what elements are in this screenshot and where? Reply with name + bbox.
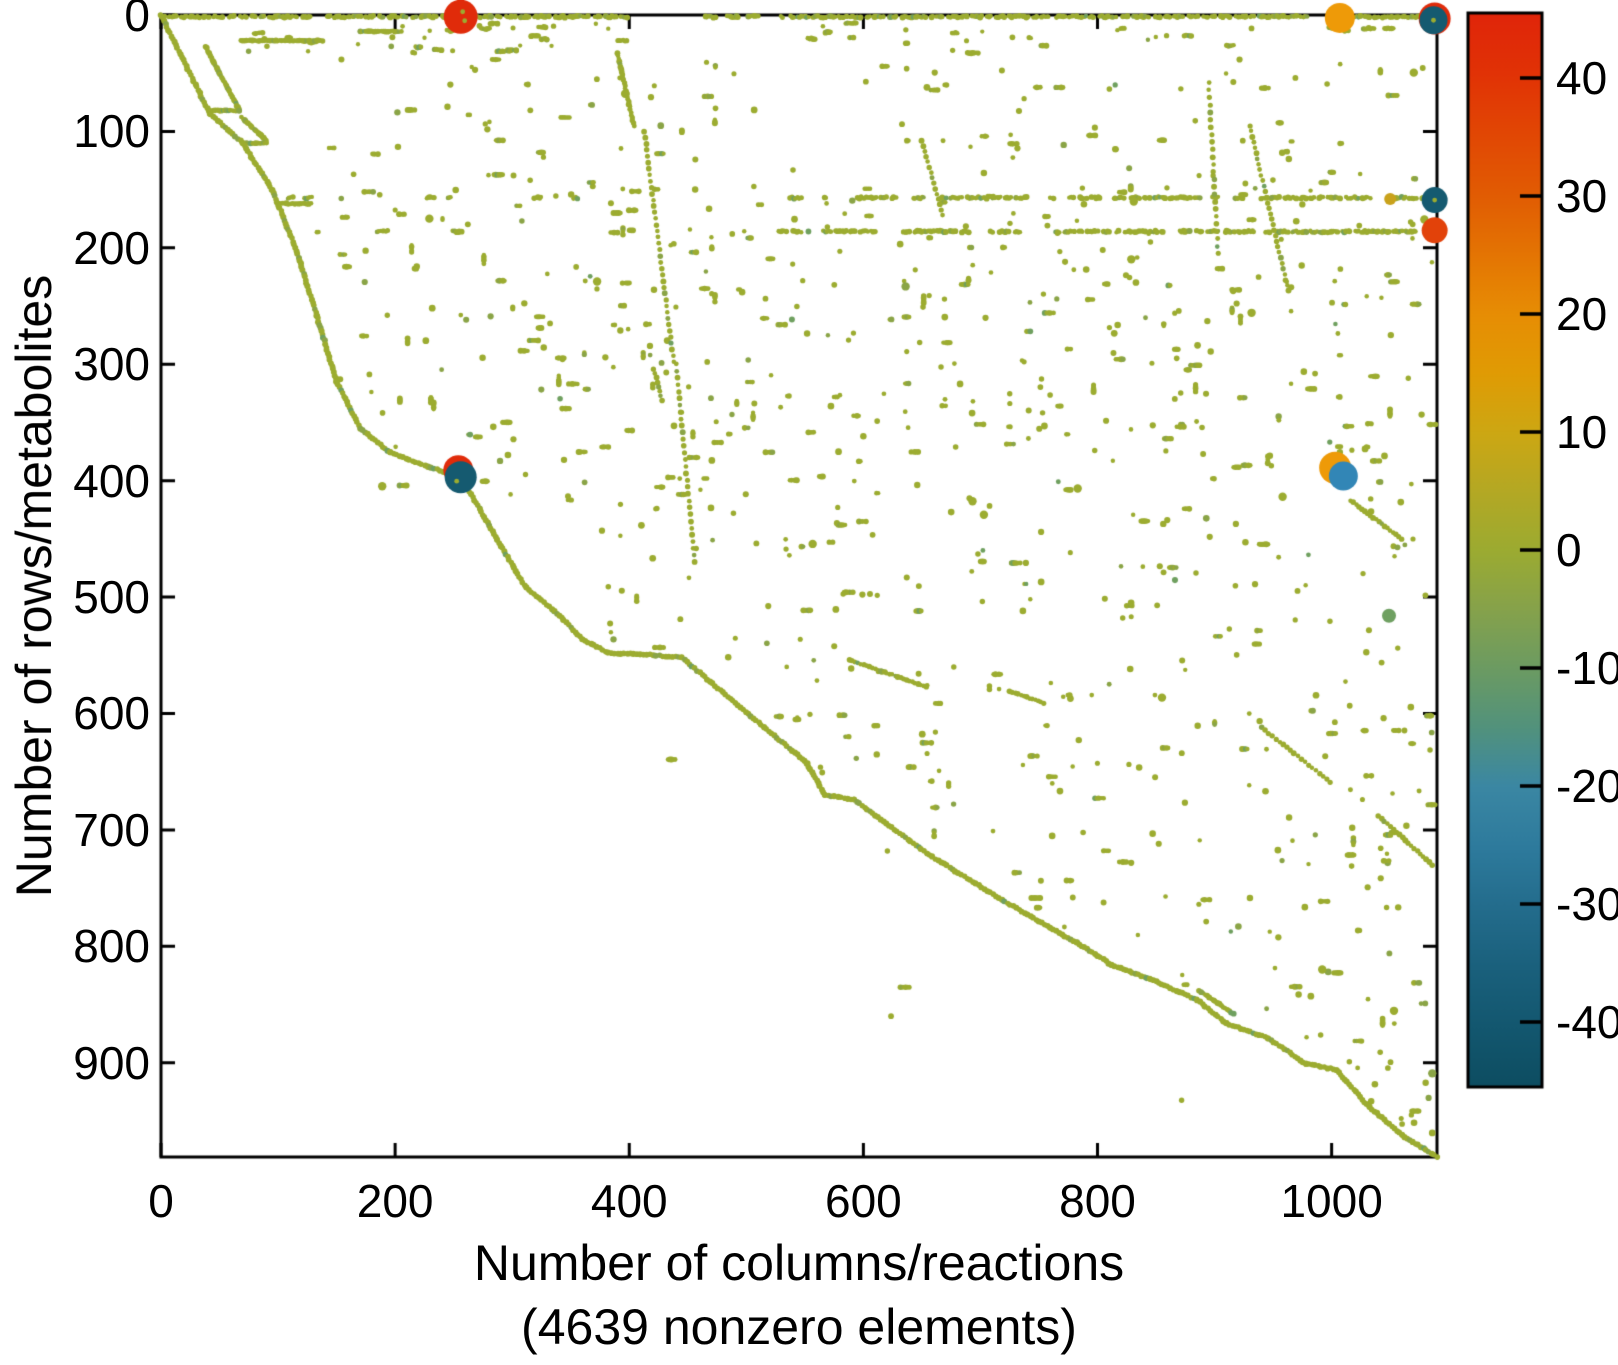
x-axis-note: (4639 nonzero elements) (521, 1299, 1077, 1355)
colorbar-tick-label: 40 (1556, 51, 1608, 104)
colorbar-tick-label: -40 (1556, 996, 1618, 1049)
y-tick-label: 200 (73, 221, 150, 274)
x-tick-label: 400 (590, 1175, 668, 1227)
y-tick-label: 0 (124, 0, 150, 41)
colorbar-tick-label: -10 (1556, 642, 1618, 695)
y-tick-label: 700 (73, 803, 150, 856)
y-tick-label: 500 (73, 571, 150, 624)
y-tick-label: 400 (73, 454, 150, 507)
y-tick-label: 800 (73, 920, 150, 973)
y-tick-label: 300 (73, 338, 150, 391)
x-tick-label: 0 (148, 1175, 174, 1227)
x-tick-label: 800 (1059, 1175, 1136, 1227)
colorbar-tick-label: -30 (1556, 878, 1618, 931)
colorbar-tick-label: 10 (1556, 405, 1608, 458)
colorbar-tick-label: 0 (1556, 524, 1582, 576)
x-axis-label: Number of columns/reactions (473, 1235, 1125, 1291)
y-tick-label: 100 (73, 105, 150, 158)
colorbar-tick-label: -20 (1556, 760, 1618, 813)
x-tick-label: 1000 (1280, 1175, 1383, 1227)
x-tick-label: 600 (825, 1175, 902, 1227)
y-axis-label: Number of rows/metabolites (6, 274, 62, 898)
y-tick-label: 600 (73, 687, 150, 740)
colorbar-tick-label: 30 (1556, 169, 1608, 222)
colorbar-tick-label: 20 (1556, 287, 1608, 340)
x-tick-label: 200 (356, 1175, 434, 1227)
y-tick-label: 900 (73, 1036, 150, 1089)
